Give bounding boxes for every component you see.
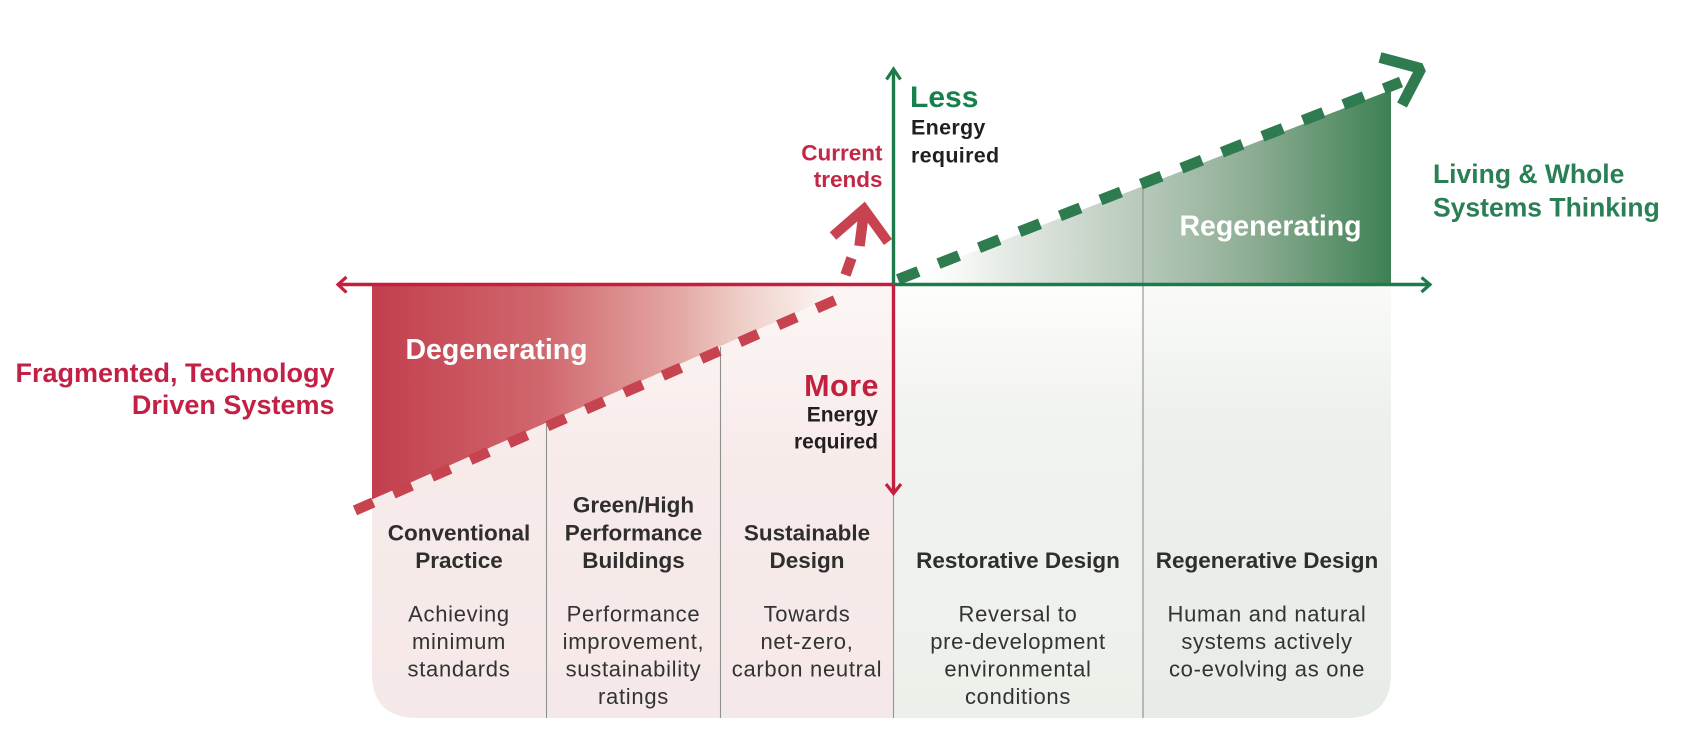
svg-text:Conventional: Conventional	[388, 521, 531, 546]
svg-text:environmental: environmental	[944, 657, 1091, 682]
svg-text:pre-development: pre-development	[930, 629, 1106, 654]
svg-text:Degenerating: Degenerating	[405, 334, 587, 366]
svg-text:required: required	[911, 144, 999, 168]
svg-text:minimum: minimum	[412, 629, 506, 654]
svg-text:standards: standards	[408, 657, 511, 682]
svg-text:Performance: Performance	[567, 602, 701, 627]
svg-text:Current: Current	[801, 140, 883, 165]
svg-text:More: More	[804, 369, 879, 403]
svg-text:trends: trends	[814, 167, 883, 192]
svg-text:conditions: conditions	[965, 684, 1071, 709]
svg-text:Restorative Design: Restorative Design	[916, 548, 1120, 573]
svg-text:Regenerating: Regenerating	[1179, 211, 1361, 243]
svg-text:Systems Thinking: Systems Thinking	[1433, 193, 1660, 223]
svg-text:improvement,: improvement,	[563, 629, 705, 654]
svg-text:Achieving: Achieving	[408, 602, 510, 627]
svg-text:Energy: Energy	[807, 404, 879, 427]
svg-text:Regenerative Design: Regenerative Design	[1156, 548, 1379, 573]
svg-text:Buildings: Buildings	[582, 548, 685, 573]
svg-text:Human and natural: Human and natural	[1167, 602, 1366, 627]
svg-text:sustainability: sustainability	[566, 657, 702, 682]
svg-text:required: required	[794, 431, 878, 454]
svg-text:ratings: ratings	[598, 684, 669, 709]
svg-text:Design: Design	[769, 548, 844, 573]
svg-text:Living & Whole: Living & Whole	[1433, 159, 1624, 189]
svg-text:Reversal to: Reversal to	[959, 602, 1078, 627]
svg-text:Sustainable: Sustainable	[744, 521, 870, 546]
svg-text:carbon neutral: carbon neutral	[732, 657, 882, 682]
svg-text:Fragmented, Technology: Fragmented, Technology	[15, 358, 334, 388]
svg-text:Performance: Performance	[565, 521, 703, 546]
svg-text:co-evolving as one: co-evolving as one	[1169, 657, 1365, 682]
svg-text:Less: Less	[910, 81, 978, 114]
svg-text:net-zero,: net-zero,	[760, 629, 853, 654]
svg-text:Green/High: Green/High	[573, 493, 694, 518]
svg-text:Driven Systems: Driven Systems	[132, 390, 335, 420]
svg-text:systems actively: systems actively	[1181, 629, 1352, 654]
svg-text:Energy: Energy	[911, 116, 986, 140]
svg-text:Towards: Towards	[764, 602, 851, 627]
svg-text:Practice: Practice	[415, 548, 503, 573]
